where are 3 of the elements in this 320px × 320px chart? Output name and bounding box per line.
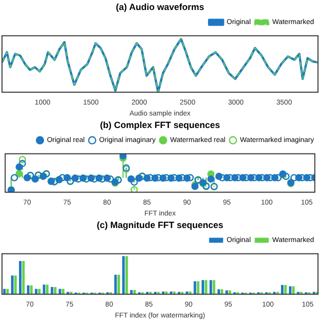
chart-title: (b) Complex FFT sequences bbox=[100, 120, 220, 130]
chart-title: (c) Magnitude FFT sequences bbox=[96, 220, 224, 230]
chart-title: (a) Audio waveforms bbox=[116, 2, 204, 12]
